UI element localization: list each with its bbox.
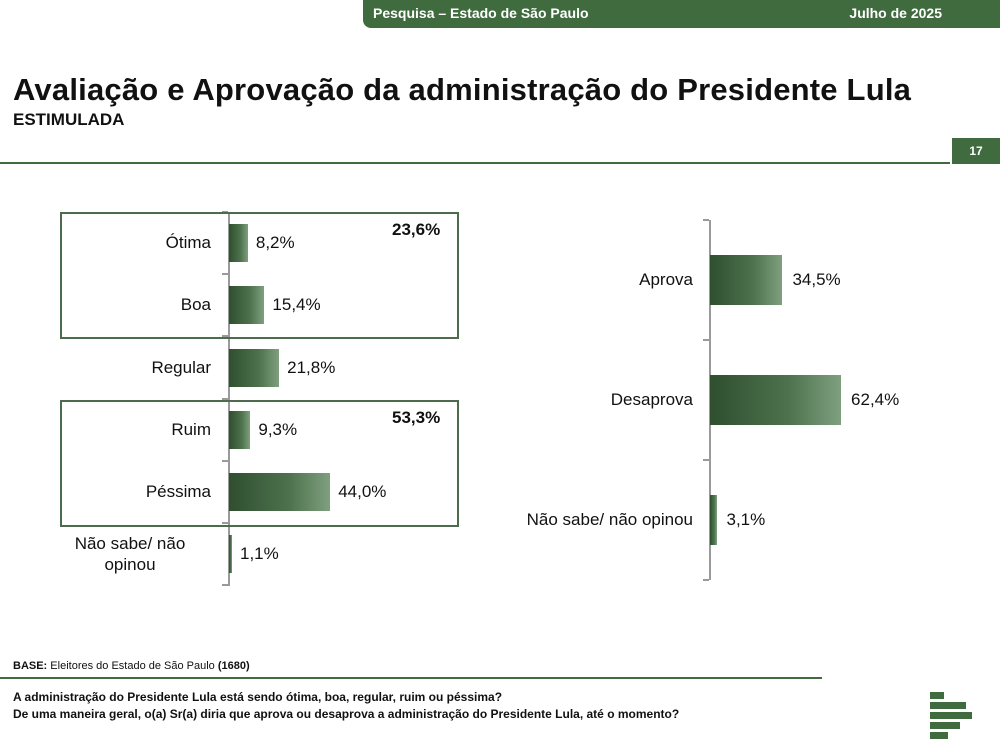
category-label: Regular xyxy=(151,357,211,377)
base-n: (1680) xyxy=(217,660,250,672)
category-label: Boa xyxy=(180,295,211,315)
axis-tick xyxy=(703,579,709,581)
bar xyxy=(229,286,265,325)
group-total-label: 23,6% xyxy=(392,220,441,239)
axis-tick xyxy=(222,584,228,587)
category-label: Não sabe/ não opinou xyxy=(74,534,186,575)
top-banner: Pesquisa – Estado de São Paulo Julho de … xyxy=(363,0,1000,28)
category-label: Péssima xyxy=(145,481,211,501)
value-label: 21,8% xyxy=(287,357,336,377)
bar xyxy=(710,375,842,425)
value-label: 8,2% xyxy=(255,233,295,253)
bar xyxy=(229,472,331,511)
category-label: Desaprova xyxy=(610,390,693,409)
value-label: 44,0% xyxy=(338,481,387,501)
category-label: Não sabe/ não opinou xyxy=(526,510,693,529)
category-label: Ruim xyxy=(171,419,211,439)
axis-tick xyxy=(222,335,228,338)
page-subtitle: ESTIMULADA xyxy=(13,110,125,129)
header-divider xyxy=(0,162,950,164)
bar xyxy=(710,255,783,305)
bar xyxy=(229,224,248,263)
axis-tick xyxy=(703,459,709,461)
axis-tick xyxy=(222,273,228,276)
axis-tick xyxy=(222,522,228,524)
base-label: BASE: xyxy=(13,660,48,672)
footer-divider xyxy=(0,677,822,679)
category-label: Aprova xyxy=(639,270,693,289)
question-1: A administração do Presidente Lula está … xyxy=(13,690,503,704)
bar xyxy=(710,495,717,545)
group-total-label: 53,3% xyxy=(392,408,441,427)
left-chart-axis xyxy=(228,212,230,586)
group-box-negative xyxy=(60,400,459,527)
axis-tick xyxy=(222,459,228,462)
value-label: 62,4% xyxy=(851,390,900,409)
value-label: 15,4% xyxy=(272,295,321,315)
category-label: Ótima xyxy=(165,233,211,253)
bars-logo-icon xyxy=(930,692,972,739)
axis-tick xyxy=(703,339,709,341)
base-text: Eleitores do Estado de São Paulo xyxy=(50,660,215,672)
bar xyxy=(229,410,251,449)
bar xyxy=(229,348,280,387)
value-label: 34,5% xyxy=(792,270,841,289)
question-2: De uma maneira geral, o(a) Sr(a) diria q… xyxy=(13,707,680,721)
group-box-positive xyxy=(60,212,459,339)
axis-tick xyxy=(222,397,228,400)
value-label: 1,1% xyxy=(240,544,279,564)
value-label: 3,1% xyxy=(726,510,766,529)
value-label: 9,3% xyxy=(258,419,298,439)
bar xyxy=(229,535,232,574)
date-label: Julho de 2025 xyxy=(849,5,942,21)
survey-label: Pesquisa – Estado de São Paulo xyxy=(373,5,589,21)
axis-tick xyxy=(703,219,709,221)
page-title: Avaliação e Aprovação da administração d… xyxy=(13,72,912,107)
page-number: 17 xyxy=(952,138,1000,164)
base-note: BASE: Eleitores do Estado de São Paulo (… xyxy=(13,660,250,672)
